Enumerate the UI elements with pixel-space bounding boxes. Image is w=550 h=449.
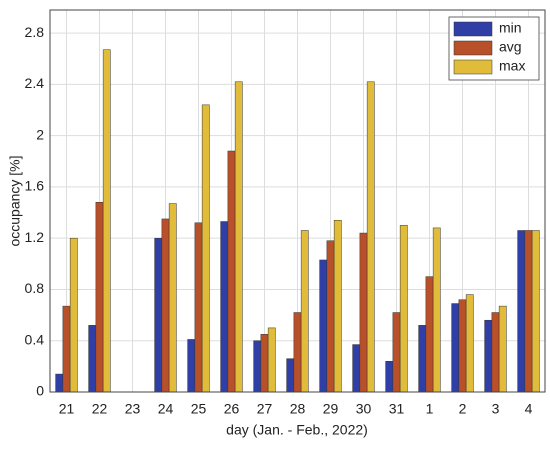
x-tick-label: 1 <box>426 401 434 417</box>
bar <box>267 327 276 393</box>
y-tick-label: 0.4 <box>25 331 45 347</box>
bar <box>392 312 401 393</box>
bar <box>300 230 309 393</box>
bar <box>220 221 229 393</box>
x-tick-label: 29 <box>323 401 339 417</box>
x-tick-label: 31 <box>389 401 405 417</box>
bar <box>253 340 262 393</box>
x-tick-label: 25 <box>191 401 207 417</box>
legend-label: avg <box>499 39 522 55</box>
bar <box>102 49 111 393</box>
bar <box>95 202 104 393</box>
legend-swatch <box>453 40 493 56</box>
y-tick-label: 2.4 <box>25 75 45 91</box>
bar <box>62 305 71 393</box>
bar <box>484 319 493 393</box>
bar <box>399 225 408 393</box>
bar <box>187 339 196 393</box>
x-tick-label: 27 <box>257 401 273 417</box>
bar <box>352 344 361 393</box>
bar <box>333 219 342 393</box>
bar <box>154 237 163 393</box>
legend-label: max <box>499 58 525 74</box>
bar <box>234 81 243 393</box>
bar <box>498 305 507 393</box>
legend-swatch <box>453 21 493 37</box>
bar <box>293 312 302 393</box>
bar <box>326 240 335 393</box>
x-axis-label: day (Jan. - Feb., 2022) <box>226 422 368 438</box>
bar <box>366 81 375 393</box>
bar <box>319 259 328 393</box>
y-tick-label: 2.8 <box>25 24 45 40</box>
bar <box>88 325 97 393</box>
x-tick-label: 28 <box>290 401 306 417</box>
x-tick-label: 26 <box>224 401 240 417</box>
legend-swatch <box>453 59 493 75</box>
x-tick-label: 30 <box>356 401 372 417</box>
bar <box>161 218 170 393</box>
bar <box>69 237 78 393</box>
bar <box>385 360 394 393</box>
bar <box>425 276 434 393</box>
bar <box>359 232 368 393</box>
plot-frame <box>49 9 546 393</box>
bar <box>168 203 177 393</box>
bar <box>286 358 295 393</box>
bar <box>458 299 467 393</box>
bar <box>194 222 203 393</box>
bar <box>432 227 441 393</box>
x-tick-label: 21 <box>59 401 75 417</box>
x-tick-label: 3 <box>492 401 500 417</box>
y-tick-label: 1.2 <box>25 229 45 245</box>
bar <box>524 230 533 393</box>
bar <box>491 312 500 393</box>
bar <box>465 294 474 393</box>
bar <box>531 230 540 393</box>
bar <box>227 150 236 393</box>
x-tick-label: 23 <box>125 401 141 417</box>
bar <box>451 303 460 393</box>
bar <box>418 325 427 393</box>
x-tick-label: 2 <box>459 401 467 417</box>
bar <box>201 104 210 393</box>
y-tick-label: 2 <box>36 126 44 142</box>
y-axis-label: occupancy [%] <box>7 155 23 246</box>
y-tick-label: 0.8 <box>25 280 45 296</box>
x-tick-label: 24 <box>158 401 174 417</box>
y-tick-label: 1.6 <box>25 178 45 194</box>
x-tick-label: 22 <box>92 401 108 417</box>
y-tick-label: 0 <box>36 383 44 399</box>
bar <box>260 334 269 393</box>
x-tick-label: 4 <box>525 401 533 417</box>
bar <box>517 230 526 393</box>
legend-label: min <box>499 20 522 36</box>
bar <box>55 373 64 393</box>
